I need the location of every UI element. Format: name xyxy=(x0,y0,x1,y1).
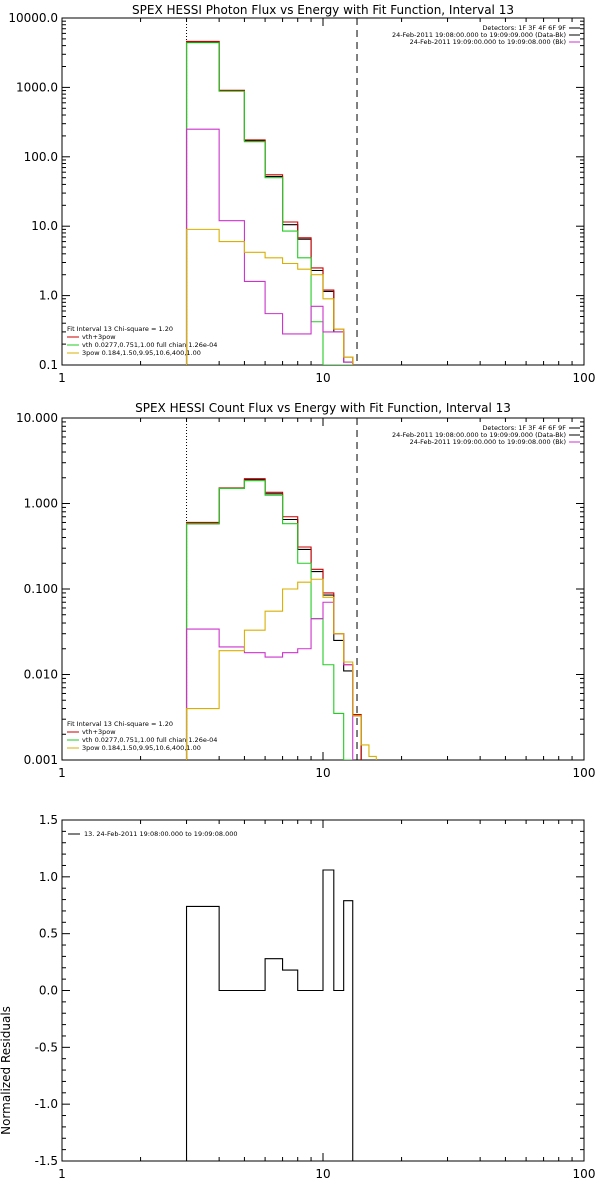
series-fit-total xyxy=(185,40,354,365)
x-tick-label: 1 xyxy=(58,766,66,780)
y-tick-label: 1.000 xyxy=(24,497,58,511)
x-tick-label: 100 xyxy=(573,1167,596,1181)
chart-panel-2: SPEX HESSI Count Flux vs Energy with Fit… xyxy=(16,401,595,780)
info-line: Detectors: 1F 3F 4F 6F 9F xyxy=(482,424,566,432)
series-power-law xyxy=(185,578,377,760)
chart-title: SPEX HESSI Photon Flux vs Energy with Fi… xyxy=(132,3,514,17)
legend-entry: 3pow 0.184,1.50,9.95,10.6,400,1.00 xyxy=(82,349,201,357)
series-power-law xyxy=(185,228,354,365)
series-fit-total xyxy=(185,478,362,760)
series-data xyxy=(185,41,354,365)
y-tick-label: 10.000 xyxy=(16,411,58,425)
info-line: Detectors: 1F 3F 4F 6F 9F xyxy=(482,24,566,32)
info-line: 24-Feb-2011 19:08:00.000 to 19:09:09.000… xyxy=(392,431,566,439)
legend-entry: 3pow 0.184,1.50,9.95,10.6,400,1.00 xyxy=(82,744,201,752)
chart-panel-1: SPEX HESSI Photon Flux vs Energy with Fi… xyxy=(8,3,595,385)
y-tick-label: -0.5 xyxy=(35,1040,58,1054)
y-axis-label: Normalized Residuals xyxy=(0,1006,13,1135)
x-tick-label: 1 xyxy=(58,1167,66,1181)
chart-title: SPEX HESSI Count Flux vs Energy with Fit… xyxy=(135,401,511,415)
y-tick-label: 1.0 xyxy=(39,870,58,884)
x-tick-label: 10 xyxy=(315,766,330,780)
x-tick-label: 100 xyxy=(573,371,596,385)
y-tick-label: -1.0 xyxy=(35,1097,58,1111)
legend-entry: Fit Interval 13 Chi-square = 1.20 xyxy=(67,325,173,333)
series-thermal xyxy=(185,480,353,760)
y-tick-label: 1.0 xyxy=(39,289,58,303)
legend-entry: vth+3pow xyxy=(82,728,116,736)
info-line: 24-Feb-2011 19:09:00.000 to 19:09:08.000… xyxy=(410,38,566,46)
x-tick-label: 100 xyxy=(573,766,596,780)
y-tick-label: 0.5 xyxy=(39,927,58,941)
legend-entry: Fit Interval 13 Chi-square = 1.20 xyxy=(67,720,173,728)
legend-entry: vth+3pow xyxy=(82,333,116,341)
series-thermal xyxy=(185,42,353,365)
y-tick-label: 10000.0 xyxy=(8,11,58,25)
series-residuals xyxy=(185,869,354,1161)
legend-entry: vth 0.0277,0.751,1.00 full chian 1.26e-0… xyxy=(82,736,217,744)
y-tick-label: 1000.0 xyxy=(16,80,58,94)
legend-entry: vth 0.0277,0.751,1.00 full chian 1.26e-0… xyxy=(82,341,217,349)
info-line: 24-Feb-2011 19:08:00.000 to 19:09:09.000… xyxy=(392,31,566,39)
x-tick-label: 10 xyxy=(315,1167,330,1181)
y-tick-label: 0.1 xyxy=(39,358,58,372)
x-tick-label: 1 xyxy=(58,371,66,385)
legend-entry: 13. 24-Feb-2011 19:08:00.000 to 19:09:08… xyxy=(84,830,237,838)
info-line: 24-Feb-2011 19:09:00.000 to 19:09:08.000… xyxy=(410,438,566,446)
y-tick-label: 10.0 xyxy=(31,219,58,233)
series-data xyxy=(185,479,362,760)
chart-panel-3: 1 10 100 -1.5 -1.0 -0.5 0.0 0.5 1.0 1.5 Normalized… xyxy=(0,813,595,1181)
series-background xyxy=(185,128,354,365)
y-tick-label: 0.100 xyxy=(24,582,58,596)
y-tick-label: 0.001 xyxy=(24,753,58,767)
x-tick-label: 10 xyxy=(315,371,330,385)
y-tick-label: 0.0 xyxy=(39,984,58,998)
y-tick-label: 0.010 xyxy=(24,668,58,682)
y-tick-label: -1.5 xyxy=(35,1154,58,1168)
y-tick-label: 1.5 xyxy=(39,813,58,827)
y-tick-label: 100.0 xyxy=(24,150,58,164)
